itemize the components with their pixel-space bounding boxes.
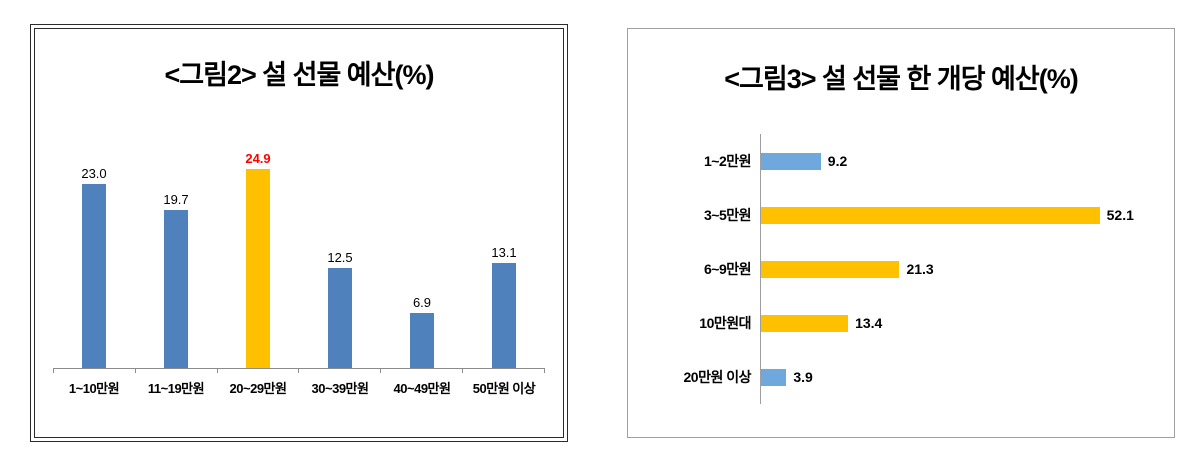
- chart3-title: <그림3> 설 선물 한 개당 예산(%): [724, 64, 1078, 94]
- bar-value-label: 9.2: [827, 153, 848, 169]
- bar: [761, 314, 849, 332]
- category-label: 30~39만원: [311, 381, 369, 396]
- plot-area: 9.2: [760, 134, 1158, 188]
- axis-tick: [218, 369, 300, 373]
- chart-row: 10만원대 13.4: [654, 296, 1158, 350]
- bar-column: 6.9: [381, 295, 463, 368]
- bar-column: 19.7: [135, 192, 217, 368]
- bar-column: 24.9: [217, 151, 299, 368]
- bar: [328, 268, 352, 368]
- bar-column: 12.5: [299, 250, 381, 368]
- bar-value-label: 52.1: [1106, 207, 1134, 223]
- plot-area: 52.1: [760, 188, 1158, 242]
- chart-row: 20만원 이상 3.9: [654, 350, 1158, 404]
- chart2-title: <그림2> 설 선물 예산(%): [164, 60, 435, 90]
- plot-area: 21.3: [760, 242, 1158, 296]
- category-label: 20~29만원: [229, 381, 287, 396]
- bar: [761, 152, 821, 170]
- bar: [82, 184, 106, 368]
- category-label: 40~49만원: [393, 381, 451, 396]
- plot-area: 13.4: [760, 296, 1158, 350]
- bars-area: 23.0 19.7 24.9 12.5 6.9 13.1: [53, 150, 545, 368]
- gift-budget-chart-panel: <그림2> 설 선물 예산(%) 23.0 19.7 24.9 12.5 6.9 13.1…: [30, 24, 568, 442]
- axis-tick: [136, 369, 218, 373]
- chart-row: 1~2만원 9.2: [654, 134, 1158, 188]
- chart-row: 3~5만원 52.1: [654, 188, 1158, 242]
- category-label: 20만원 이상: [683, 369, 752, 385]
- axis-tick: [299, 369, 382, 373]
- category-label: 11~19만원: [147, 381, 205, 396]
- bar-value-label: 12.5: [327, 250, 353, 265]
- chart-row: 6~9만원 21.3: [654, 242, 1158, 296]
- category-label: 1~10만원: [68, 381, 120, 396]
- bar: [164, 210, 188, 368]
- bar-value-label: 13.1: [491, 245, 517, 261]
- bar-value-label: 6.9: [412, 294, 432, 310]
- bar: [761, 368, 787, 386]
- bar-value-label: 19.7: [163, 192, 189, 208]
- axis-tick: [463, 369, 545, 373]
- bar-value-label: 13.4: [855, 315, 883, 331]
- axis-tick: [53, 369, 136, 373]
- category-label: 10만원대: [699, 315, 751, 331]
- bar-value-label: 24.9: [245, 150, 271, 166]
- category-label: 3~5만원: [703, 207, 752, 223]
- bar-value-label: 3.9: [793, 369, 813, 385]
- plot-area: 3.9: [760, 350, 1158, 404]
- bar-value-label: 23.0: [81, 166, 107, 181]
- bar: [410, 312, 434, 368]
- horizontal-bar-chart: 1~2만원 9.2 3~5만원 52.1 6~9만원 21.3 10만원대 13.4 20만원 …: [654, 134, 1158, 404]
- bar: [761, 260, 900, 278]
- x-axis: [53, 368, 545, 373]
- category-axis-labels: 1~10만원 11~19만원 20~29만원 30~39만원 40~49만원 50만원 이…: [53, 373, 545, 397]
- axis-tick: [381, 369, 464, 373]
- bar-column: 13.1: [463, 245, 545, 368]
- bar: [492, 263, 516, 368]
- vertical-bar-chart: 23.0 19.7 24.9 12.5 6.9 13.1 1~10만원 11~19만원 20~…: [53, 150, 545, 397]
- bar-value-label: 21.3: [906, 261, 934, 277]
- category-label: 1~2만원: [703, 153, 752, 169]
- bar-column: 23.0: [53, 166, 135, 368]
- category-label: 6~9만원: [703, 261, 752, 277]
- category-label: 50만원 이상: [472, 381, 536, 396]
- bar: [761, 206, 1100, 224]
- bar: [246, 168, 270, 368]
- per-gift-budget-chart-panel: <그림3> 설 선물 한 개당 예산(%) 1~2만원 9.2 3~5만원 52.1 6…: [627, 28, 1175, 438]
